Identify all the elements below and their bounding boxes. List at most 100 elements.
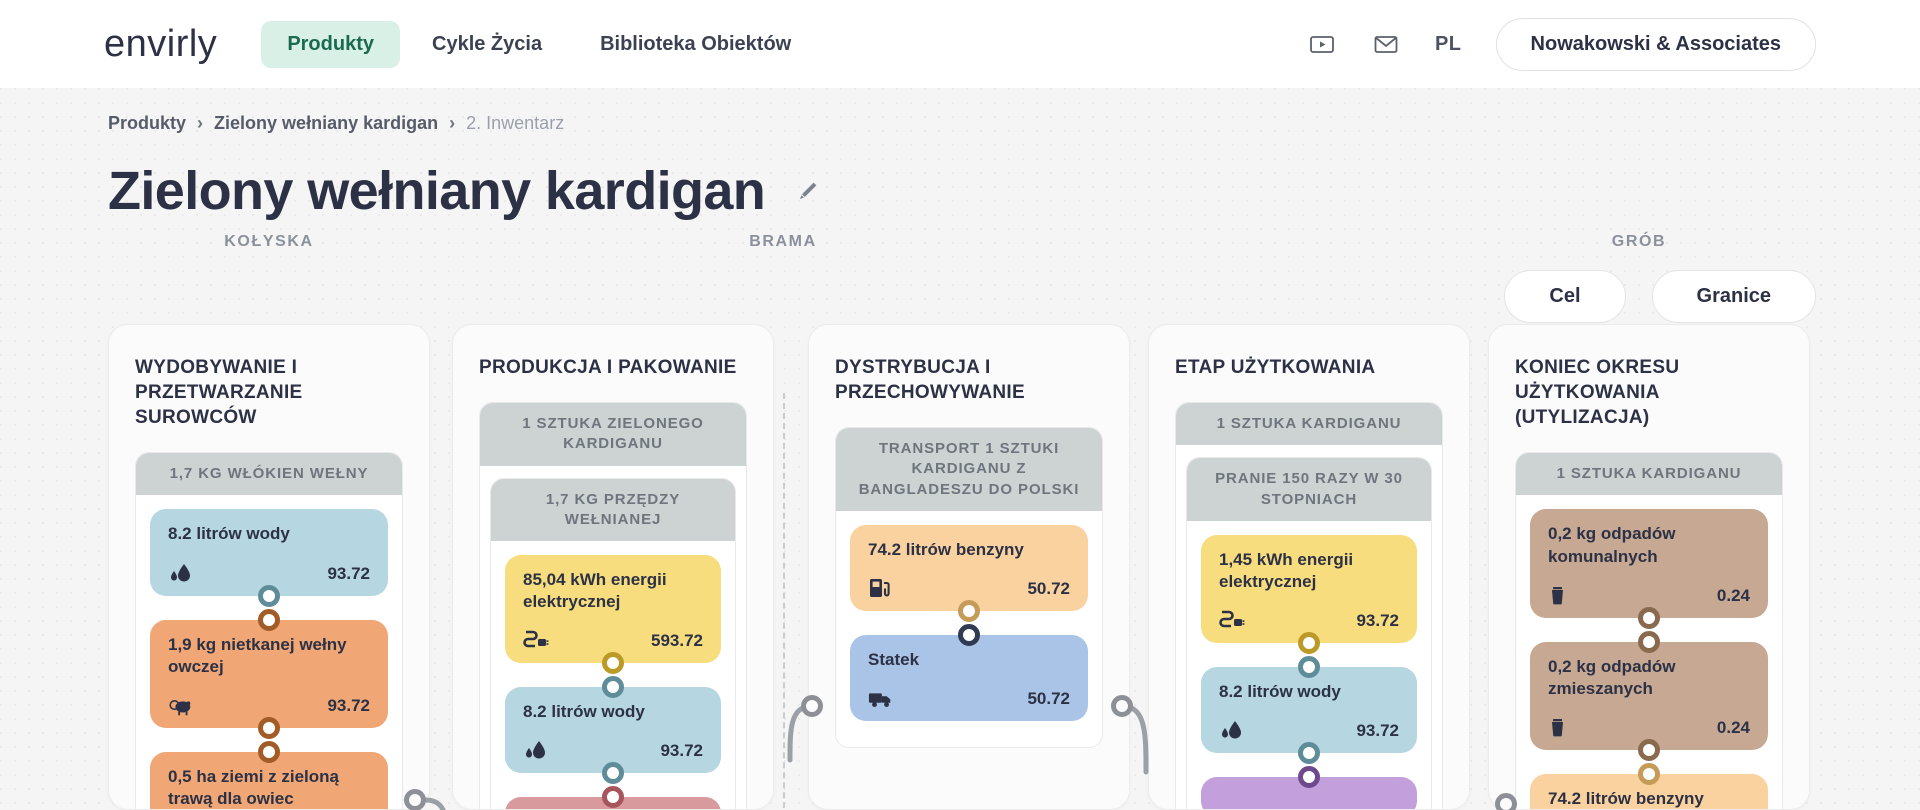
node-value: 593.72: [651, 631, 703, 651]
node-handle-top[interactable]: [958, 624, 980, 646]
column-distribution-storage[interactable]: Dystrybucja i przechowywanie TRANSPORT 1…: [808, 324, 1130, 810]
node-handle-top[interactable]: [1638, 630, 1660, 653]
node-label: 8.2 litrów wody: [523, 702, 645, 722]
node-footer: 93.72: [1219, 605, 1399, 631]
node-water[interactable]: 8.2 litrów wody 93.72: [505, 676, 721, 785]
trash-icon: [1548, 712, 1574, 738]
node-pink[interactable]: [505, 786, 721, 809]
breadcrumb-separator: ›: [197, 113, 204, 133]
node-purple[interactable]: [1201, 766, 1417, 809]
envirly-logo[interactable]: envirly: [104, 22, 218, 65]
header-actions: Cel Granice: [1504, 270, 1816, 323]
mail-icon[interactable]: [1371, 29, 1401, 59]
stage-label-grob: GRÓB: [1611, 233, 1667, 250]
node-handle-top[interactable]: [1298, 766, 1320, 789]
node-value: 93.72: [327, 563, 370, 583]
video-icon[interactable]: [1307, 29, 1337, 59]
node-handle-bottom[interactable]: [958, 600, 980, 622]
node-handle-bottom[interactable]: [1638, 738, 1660, 761]
nav-link-produkty[interactable]: Produkty: [261, 20, 400, 68]
column-title: Etap użytkowania: [1175, 357, 1376, 378]
group-header: 1 SZTUKA ZIELONEGO KARDIGANU: [480, 403, 746, 466]
node-footer: 93.72: [1219, 715, 1399, 741]
node-label: 1,45 kWh energii elektrycznej: [1219, 549, 1354, 591]
lifecycle-board: Wydobywanie i przetwarzanie surowców 1,7…: [0, 88, 1920, 810]
node-value: 0.24: [1716, 585, 1750, 605]
nav-right-actions: PL Nowakowski & Associates: [1307, 17, 1816, 71]
node-value: 0.24: [1716, 717, 1750, 737]
node-water[interactable]: 8.2 litrów wody 93.72: [1201, 656, 1417, 765]
node-value: 93.72: [1356, 721, 1399, 741]
nav-link-biblioteka-obiektow[interactable]: Biblioteka Obiektów: [600, 32, 792, 55]
stage-label-brama: BRAMA: [749, 233, 817, 250]
node-municipal-waste[interactable]: 0,2 kg odpadów komunalnych 0.24: [1530, 509, 1768, 629]
node-handle-top[interactable]: [258, 608, 280, 631]
water-drop-icon: [168, 558, 194, 584]
node-label: 0,5 ha ziemi z zieloną trawą dla owiec: [168, 766, 340, 808]
node-handle-top[interactable]: [1638, 762, 1660, 785]
connector-ring[interactable]: [1495, 793, 1517, 810]
node-handle-bottom[interactable]: [602, 762, 624, 785]
node-value: 50.72: [1027, 579, 1070, 598]
node-handle-top[interactable]: [602, 786, 624, 809]
trash-icon: [1548, 580, 1574, 606]
group-header: TRANSPORT 1 SZTUKI KARDIGANU Z BANGLADES…: [836, 428, 1102, 511]
group-one-cardigan: 1 SZTUKA ZIELONEGO KARDIGANU 1,7 KG PRZĘ…: [479, 402, 747, 809]
column-production-packaging[interactable]: Produkcja i pakowanie 1 SZTUKA ZIELONEGO…: [452, 324, 774, 810]
node-handle-bottom[interactable]: [258, 584, 280, 607]
water-drop-icon: [1219, 715, 1245, 741]
goal-button[interactable]: Cel: [1504, 270, 1626, 323]
language-selector[interactable]: PL: [1434, 32, 1462, 55]
page-title: Zielony wełniany kardigan: [108, 161, 766, 221]
node-handle-top[interactable]: [258, 740, 280, 763]
node-ship[interactable]: Statek 50.72: [850, 624, 1088, 722]
node-electricity[interactable]: 1,45 kWh energii elektrycznej 93.72: [1201, 534, 1417, 655]
truck-icon: [868, 683, 894, 709]
group-header: 1,7 KG WŁÓKIEN WEŁNY: [136, 453, 402, 496]
node-footer: 50.72: [868, 683, 1070, 709]
node-label: 0,2 kg odpadów zmieszanych: [1548, 656, 1676, 698]
node-land[interactable]: 0,5 ha ziemi z zieloną trawą dla owiec: [150, 740, 388, 809]
node-handle-bottom[interactable]: [1638, 606, 1660, 629]
connector-ring[interactable]: [801, 695, 823, 717]
node-wool[interactable]: 1,9 kg nietkanej wełny owczej 93.72: [150, 608, 388, 739]
group-one-cardigan-use: 1 SZTUKA KARDIGANU PRANIE 150 RAZY W 30 …: [1175, 402, 1443, 809]
node-footer: 0.24: [1548, 580, 1750, 606]
group-body: 0,2 kg odpadów komunalnych 0.24: [1516, 495, 1782, 809]
node-petrol[interactable]: 74.2 litrów benzyny 50.72: [850, 524, 1088, 622]
pencil-icon[interactable]: [791, 174, 825, 208]
breadcrumb-separator: ›: [449, 113, 456, 133]
main-nav-links: Produkty Cykle Życia Biblioteka Obiektów: [261, 20, 817, 68]
group-wool-fibres: 1,7 KG WŁÓKIEN WEŁNY 8.2 litrów wody 93.…: [135, 452, 403, 809]
node-water[interactable]: 8.2 litrów wody 93.72: [150, 509, 388, 607]
breadcrumb-item-produkty[interactable]: Produkty: [108, 113, 187, 133]
group-header: 1,7 KG PRZĘDZY WEŁNIANEJ: [491, 478, 735, 542]
node-electricity[interactable]: 85,04 kWh energii elektrycznej 593.72: [505, 555, 721, 675]
node-handle-bottom[interactable]: [1298, 742, 1320, 765]
node-label: 8.2 litrów wody: [1219, 682, 1341, 702]
organization-button[interactable]: Nowakowski & Associates: [1495, 17, 1816, 71]
node-handle-bottom[interactable]: [602, 652, 624, 675]
nav-link-cykle-zycia[interactable]: Cykle Życia: [432, 32, 543, 55]
boundaries-button[interactable]: Granice: [1651, 270, 1816, 323]
column-use-stage[interactable]: Etap użytkowania 1 SZTUKA KARDIGANU PRAN…: [1148, 324, 1470, 810]
node-handle-bottom[interactable]: [1298, 632, 1320, 655]
breadcrumb-item-inwentarz: 2. Inwentarz: [466, 113, 565, 133]
node-petrol[interactable]: 74.2 litrów benzyny: [1530, 762, 1768, 809]
node-label: 0,2 kg odpadów komunalnych: [1548, 524, 1676, 566]
column-title: Produkcja i pakowanie: [479, 357, 737, 378]
breadcrumb-item-product[interactable]: Zielony wełniany kardigan: [214, 113, 439, 133]
stage-label-kolyska: KOŁYSKA: [224, 233, 314, 250]
connector-ring[interactable]: [1111, 695, 1133, 717]
column-end-of-life[interactable]: Koniec okresu użytkowania (utylizacja) 1…: [1488, 324, 1810, 810]
column-raw-materials[interactable]: Wydobywanie i przetwarzanie surowców 1,7…: [108, 324, 430, 810]
connector-ring[interactable]: [404, 789, 426, 810]
title-row: Zielony wełniany kardigan: [108, 160, 825, 222]
node-footer: 93.72: [523, 735, 703, 761]
node-handle-top[interactable]: [1298, 656, 1320, 679]
node-mixed-waste[interactable]: 0,2 kg odpadów zmieszanych 0.24: [1530, 630, 1768, 761]
node-value: 93.72: [1356, 611, 1399, 631]
node-handle-top[interactable]: [602, 676, 624, 699]
node-label: 8.2 litrów wody: [168, 524, 290, 544]
node-handle-bottom[interactable]: [258, 716, 280, 739]
